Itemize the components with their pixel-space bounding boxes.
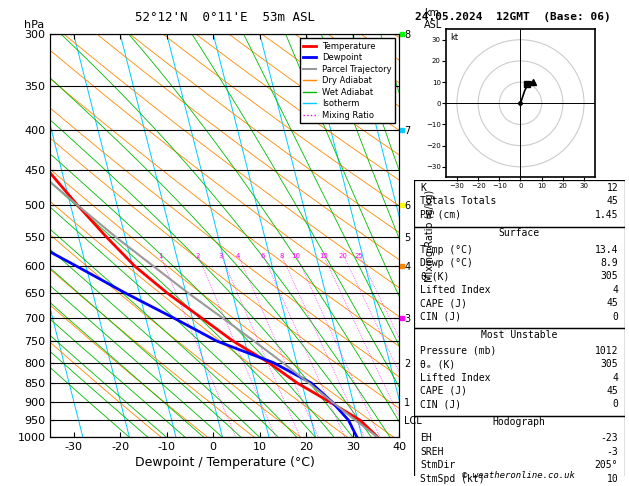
Text: hPa: hPa bbox=[24, 20, 45, 30]
Text: 15: 15 bbox=[319, 253, 328, 259]
Text: 2: 2 bbox=[196, 253, 200, 259]
Text: 4: 4 bbox=[236, 253, 240, 259]
Text: -23: -23 bbox=[601, 433, 618, 443]
Text: Dewp (°C): Dewp (°C) bbox=[420, 258, 473, 268]
Text: 4: 4 bbox=[613, 372, 618, 382]
Text: Lifted Index: Lifted Index bbox=[420, 372, 491, 382]
Text: 52°12'N  0°11'E  53m ASL: 52°12'N 0°11'E 53m ASL bbox=[135, 11, 315, 24]
Text: Hodograph: Hodograph bbox=[493, 417, 546, 427]
Text: 0: 0 bbox=[613, 312, 618, 322]
Text: Lifted Index: Lifted Index bbox=[420, 285, 491, 295]
Text: 45: 45 bbox=[606, 298, 618, 309]
Text: 24.05.2024  12GMT  (Base: 06): 24.05.2024 12GMT (Base: 06) bbox=[415, 12, 611, 22]
Legend: Temperature, Dewpoint, Parcel Trajectory, Dry Adiabat, Wet Adiabat, Isotherm, Mi: Temperature, Dewpoint, Parcel Trajectory… bbox=[300, 38, 395, 123]
Text: 4: 4 bbox=[613, 285, 618, 295]
Text: kt: kt bbox=[450, 33, 459, 42]
Text: © weatheronline.co.uk: © weatheronline.co.uk bbox=[462, 471, 576, 480]
Text: -3: -3 bbox=[606, 447, 618, 457]
Text: 10: 10 bbox=[291, 253, 301, 259]
Text: θₑ(K): θₑ(K) bbox=[420, 272, 450, 281]
Text: Temp (°C): Temp (°C) bbox=[420, 244, 473, 255]
Text: EH: EH bbox=[420, 433, 432, 443]
Text: 305: 305 bbox=[601, 272, 618, 281]
X-axis label: Dewpoint / Temperature (°C): Dewpoint / Temperature (°C) bbox=[135, 456, 314, 469]
Text: Surface: Surface bbox=[499, 228, 540, 239]
Y-axis label: Mixing Ratio (g/kg): Mixing Ratio (g/kg) bbox=[425, 190, 435, 282]
Text: Pressure (mb): Pressure (mb) bbox=[420, 346, 496, 356]
Text: SREH: SREH bbox=[420, 447, 443, 457]
Text: CIN (J): CIN (J) bbox=[420, 312, 461, 322]
Text: θₑ (K): θₑ (K) bbox=[420, 359, 455, 369]
Text: 305: 305 bbox=[601, 359, 618, 369]
Text: 8: 8 bbox=[279, 253, 284, 259]
Text: 0: 0 bbox=[613, 399, 618, 410]
Text: km
ASL: km ASL bbox=[424, 8, 442, 30]
Text: 3: 3 bbox=[219, 253, 223, 259]
Text: 1.45: 1.45 bbox=[595, 210, 618, 220]
Text: 20: 20 bbox=[339, 253, 348, 259]
Text: 10: 10 bbox=[606, 473, 618, 484]
Text: 45: 45 bbox=[606, 196, 618, 206]
Text: StmSpd (kt): StmSpd (kt) bbox=[420, 473, 485, 484]
Text: 12: 12 bbox=[606, 183, 618, 193]
Text: 25: 25 bbox=[355, 253, 364, 259]
Text: 1: 1 bbox=[158, 253, 162, 259]
Text: 205°: 205° bbox=[595, 460, 618, 470]
Text: Totals Totals: Totals Totals bbox=[420, 196, 496, 206]
Text: CIN (J): CIN (J) bbox=[420, 399, 461, 410]
Text: 1012: 1012 bbox=[595, 346, 618, 356]
Text: StmDir: StmDir bbox=[420, 460, 455, 470]
Text: CAPE (J): CAPE (J) bbox=[420, 386, 467, 396]
Text: Most Unstable: Most Unstable bbox=[481, 330, 557, 340]
Text: CAPE (J): CAPE (J) bbox=[420, 298, 467, 309]
Text: 6: 6 bbox=[261, 253, 265, 259]
Text: 45: 45 bbox=[606, 386, 618, 396]
Text: PW (cm): PW (cm) bbox=[420, 210, 461, 220]
Text: 8.9: 8.9 bbox=[601, 258, 618, 268]
Text: K: K bbox=[420, 183, 426, 193]
Text: 13.4: 13.4 bbox=[595, 244, 618, 255]
